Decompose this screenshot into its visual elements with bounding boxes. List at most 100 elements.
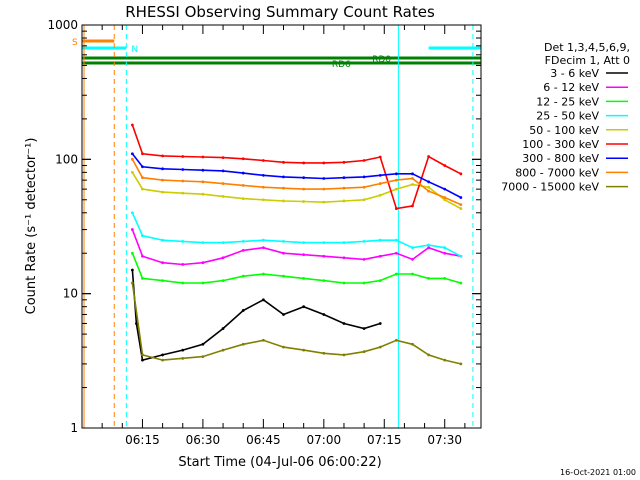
series-point-1-8: [282, 251, 285, 255]
series-point-2-14: [394, 272, 398, 276]
legend-entry-label: 7000 - 15000 keV: [501, 181, 599, 194]
series-point-8-16: [427, 353, 431, 357]
series-point-2-7: [261, 272, 265, 276]
series-point-3-8: [282, 239, 285, 243]
series-point-0-4: [181, 348, 185, 352]
series-point-5-11: [342, 160, 346, 164]
series-point-2-10: [322, 279, 326, 283]
series-point-8-9: [302, 348, 306, 352]
series-point-1-17: [443, 251, 447, 255]
series-point-0-0: [130, 268, 134, 272]
series-point-7-15: [411, 177, 414, 180]
series-point-8-2: [161, 358, 165, 362]
series-point-5-7: [261, 159, 265, 162]
series-point-6-8: [282, 175, 285, 179]
series-point-3-2: [161, 238, 165, 242]
series-point-0-10: [302, 305, 306, 309]
y-axis: 1 10 100 1000: [47, 18, 481, 435]
series-point-2-1: [141, 276, 144, 280]
series-point-6-0: [130, 152, 134, 156]
y-tick-label: 10: [63, 287, 78, 301]
series-point-2-9: [302, 276, 306, 280]
series-point-1-7: [261, 246, 265, 250]
series-point-7-11: [342, 186, 346, 190]
series-point-2-16: [427, 276, 431, 280]
series-point-7-12: [362, 185, 366, 189]
series-point-8-11: [342, 353, 346, 357]
series-point-6-16: [427, 180, 431, 184]
series-point-3-5: [221, 241, 225, 244]
series-point-5-3: [181, 155, 185, 158]
series-point-3-7: [261, 238, 265, 242]
series-point-7-6: [241, 183, 245, 187]
series-point-2-18: [459, 281, 463, 285]
series-point-1-6: [241, 248, 245, 252]
series-point-5-4: [201, 155, 205, 159]
series-point-3-6: [241, 239, 245, 243]
legend: Det 1,3,4,5,6,9,FDecim 1, Att 03 - 6 keV…: [501, 41, 630, 194]
series-point-6-3: [181, 168, 185, 171]
x-tick-label: 06:30: [186, 433, 221, 447]
series-point-0-7: [241, 309, 245, 312]
series-point-6-7: [261, 173, 265, 177]
series-point-7-18: [459, 203, 463, 207]
legend-entry-label: 3 - 6 keV: [550, 67, 599, 80]
series-point-1-4: [201, 261, 205, 265]
footer-timestamp: 16-Oct-2021 01:00: [560, 468, 636, 477]
series-point-5-5: [221, 156, 225, 160]
series-point-2-17: [443, 276, 447, 280]
x-tick-label: 07:30: [427, 433, 462, 447]
series-point-1-9: [302, 253, 306, 257]
series-line-8: [131, 282, 461, 365]
x-tick-label: 07:15: [367, 433, 402, 447]
series-point-2-6: [241, 274, 245, 278]
series-point-7-4: [201, 180, 205, 184]
series-point-2-5: [221, 279, 225, 283]
series-point-8-10: [322, 351, 326, 355]
series-point-3-0: [130, 211, 134, 215]
series-point-3-4: [201, 241, 205, 244]
series-point-2-2: [161, 279, 165, 283]
series-point-7-17: [443, 196, 447, 199]
series-point-6-5: [221, 169, 225, 173]
series-point-2-4: [201, 281, 205, 285]
series-point-4-10: [322, 200, 326, 204]
series-point-3-3: [181, 239, 185, 243]
series-point-4-8: [282, 199, 285, 203]
series-point-4-6: [241, 197, 245, 201]
series-point-1-2: [161, 261, 165, 265]
flag-bars: S N RD0 RD6: [72, 38, 481, 70]
legend-header-line: Det 1,3,4,5,6,9,: [544, 41, 630, 54]
series-point-6-14: [394, 172, 398, 176]
series-point-3-18: [459, 254, 463, 258]
series-point-4-11: [342, 199, 346, 203]
series-point-5-8: [282, 160, 285, 164]
series-point-5-2: [161, 154, 165, 158]
series-point-5-9: [302, 161, 306, 165]
series-point-4-4: [201, 192, 205, 196]
series-point-0-8: [261, 298, 265, 302]
plot-frame: [81, 24, 482, 429]
series-point-7-1: [141, 176, 144, 180]
series-point-2-15: [411, 272, 414, 276]
legend-entry-label: 800 - 7000 keV: [515, 166, 599, 179]
series-point-4-16: [427, 185, 431, 189]
legend-entry-label: 300 - 800 keV: [522, 152, 599, 165]
series-point-5-6: [241, 157, 245, 161]
series-point-7-13: [378, 182, 382, 185]
series-point-4-13: [378, 193, 382, 197]
series-point-0-9: [282, 313, 285, 316]
series-point-0-11: [322, 313, 326, 316]
series-point-1-1: [141, 254, 144, 258]
series-point-5-10: [322, 161, 326, 165]
series-point-2-11: [342, 281, 346, 285]
series-point-0-6: [221, 327, 225, 330]
x-tick-label: 07:00: [307, 433, 342, 447]
series-point-5-16: [427, 155, 431, 158]
flag-label-rd0: RD0: [372, 55, 391, 65]
series-point-6-4: [201, 168, 205, 172]
series-point-4-7: [261, 198, 265, 202]
series-point-6-9: [302, 176, 306, 180]
series-point-1-14: [394, 251, 398, 255]
